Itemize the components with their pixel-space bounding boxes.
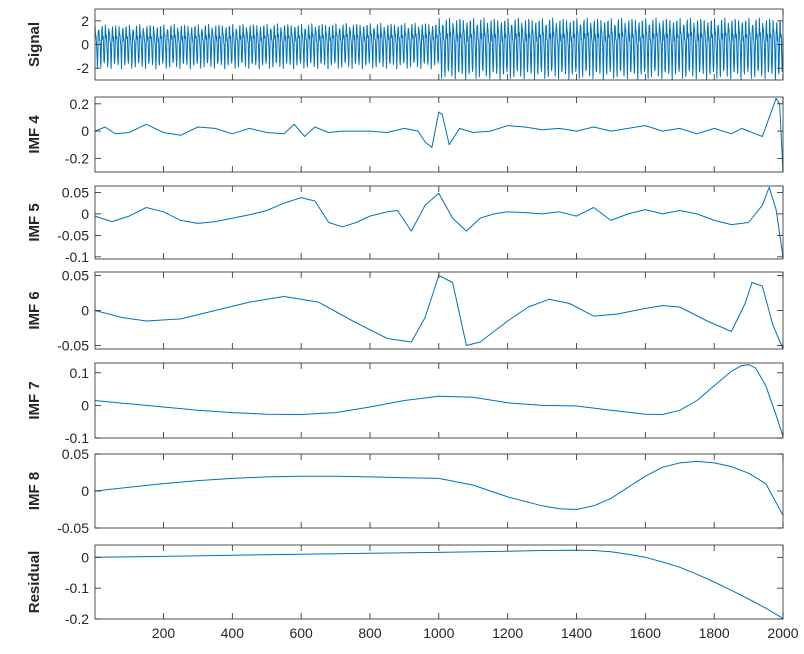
y-tick-label: 0.1 <box>70 365 90 381</box>
y-axis-label: Residual <box>26 551 43 614</box>
x-tick-label: 1000 <box>423 625 454 641</box>
y-axis-label: IMF 4 <box>26 115 43 154</box>
y-tick-label: 0.2 <box>70 96 90 112</box>
y-axis-label: IMF 5 <box>26 203 43 241</box>
series-line-imf-7 <box>94 364 784 437</box>
series-line-residual <box>94 549 784 619</box>
series-line-signal <box>94 17 784 80</box>
panel-imf-8: 0.05 0 -0.05 IMF 8 <box>26 446 784 536</box>
y-tick-label: -0.1 <box>65 249 89 265</box>
panel-imf-6: 0.05 0 -0.05 IMF 6 <box>26 268 784 354</box>
panel-imf-7: 0.1 0 -0.1 IMF 7 <box>26 362 784 446</box>
y-tick-label: 0 <box>81 549 89 565</box>
x-tick-label: 800 <box>358 625 382 641</box>
axes-box <box>94 271 784 350</box>
x-tick-label: 600 <box>289 625 313 641</box>
y-tick-label: 0 <box>81 206 89 222</box>
series-line-imf-8 <box>94 460 784 516</box>
x-tick-label: 2000 <box>767 625 798 641</box>
y-axis-label: Signal <box>26 22 43 67</box>
x-tick-label: 200 <box>152 625 176 641</box>
series-line-imf-5 <box>94 186 784 257</box>
x-tick-label: 1800 <box>699 625 730 641</box>
y-tick-label: 0 <box>81 37 89 53</box>
series-line-imf-6 <box>94 275 784 350</box>
x-tick-label: 400 <box>221 625 245 641</box>
x-tick-label: 1200 <box>492 625 523 641</box>
y-tick-label: -0.05 <box>57 227 89 243</box>
y-tick-label: -2 <box>77 60 90 76</box>
y-tick-label: -0.1 <box>65 430 89 446</box>
y-tick-label: 0 <box>81 303 89 319</box>
x-tick-label: 1400 <box>561 625 592 641</box>
panel-signal: 2 0 -2 Signal <box>26 8 784 81</box>
y-axis-label: IMF 6 <box>26 291 43 329</box>
y-tick-label: 0.05 <box>62 268 89 284</box>
y-tick-label: 0 <box>81 483 89 499</box>
y-tick-label: -0.05 <box>57 520 89 536</box>
y-tick-label: -0.2 <box>65 611 89 627</box>
y-tick-label: 0.05 <box>62 446 89 462</box>
y-tick-label: -0.1 <box>65 580 89 596</box>
series-line-imf-4 <box>94 97 784 173</box>
panel-imf-5: 0.05 0 -0.05 -0.1 IMF 5 <box>26 184 784 265</box>
y-tick-label: 0 <box>81 397 89 413</box>
axes-box <box>94 96 784 173</box>
panel-imf-4: 0.2 0 -0.2 IMF 4 <box>26 96 784 173</box>
y-axis-label: IMF 8 <box>26 472 43 510</box>
y-tick-label: -0.2 <box>65 150 89 166</box>
y-tick-label: -0.05 <box>57 338 89 354</box>
y-axis-label: IMF 7 <box>26 381 43 419</box>
axes-box <box>94 453 784 529</box>
panel-residual: 200 400 600 800 1000 1200 1400 1600 1800 2000 0 -0.… <box>26 544 799 641</box>
y-tick-label: 2 <box>81 13 89 29</box>
x-tick-label: 1600 <box>630 625 661 641</box>
y-tick-label: 0 <box>81 123 89 139</box>
y-tick-label: 0.05 <box>62 184 89 200</box>
axes-box <box>94 362 784 439</box>
axes-box <box>94 185 784 260</box>
